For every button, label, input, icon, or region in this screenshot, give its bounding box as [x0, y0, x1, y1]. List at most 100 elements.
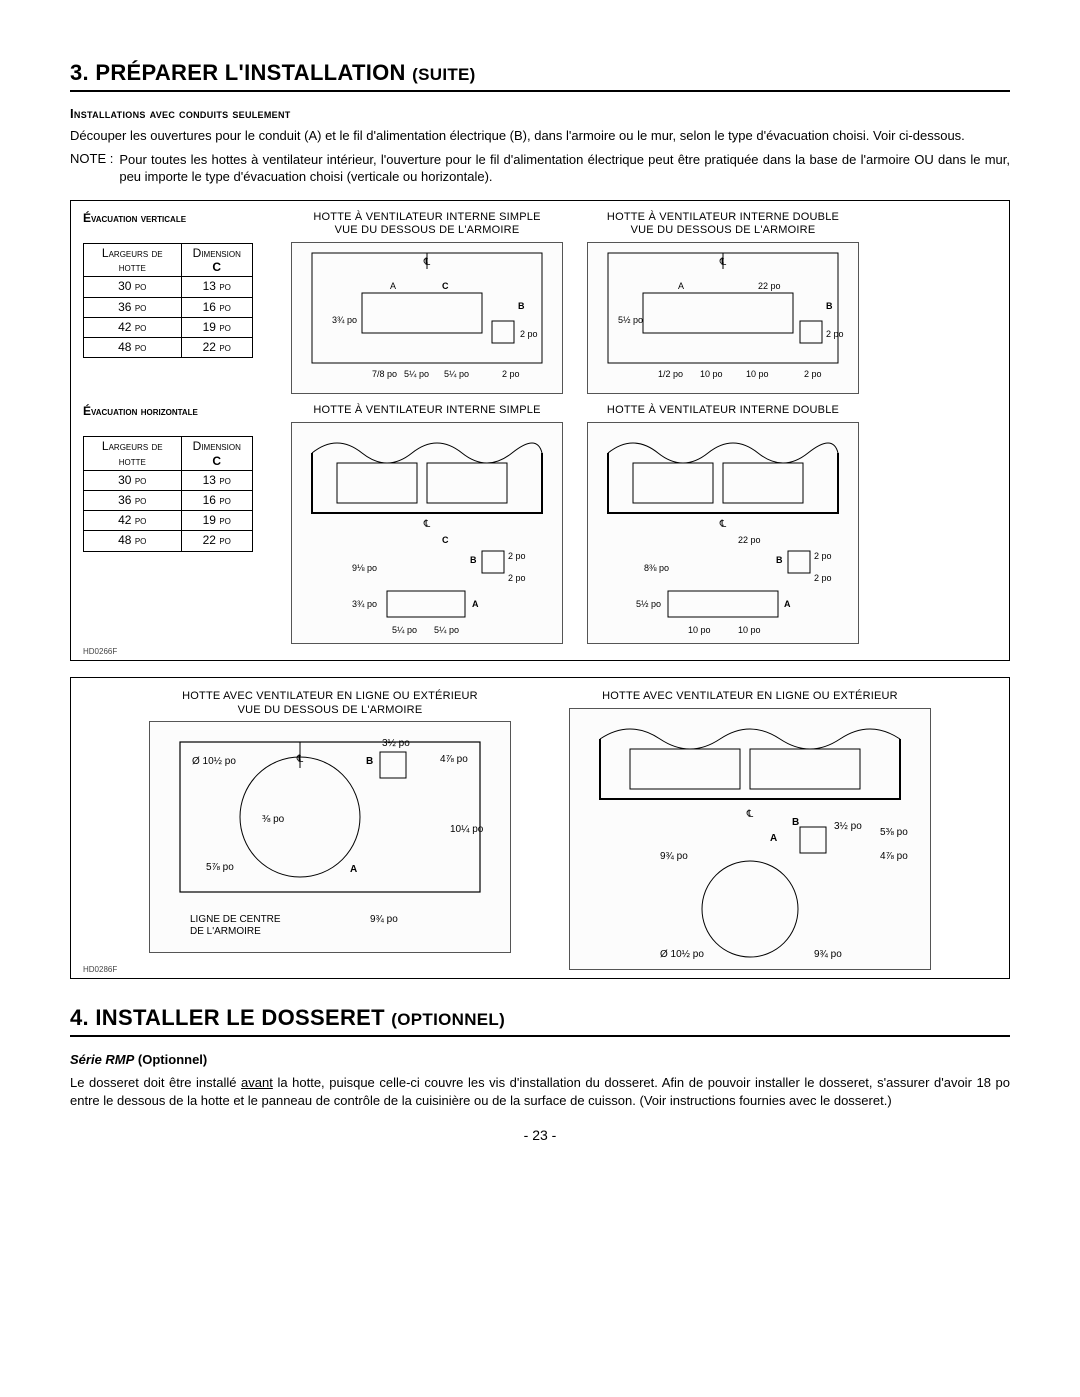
- diagram-single-top-svg: ℄ A C B 3¾ po 2 po 7/8 po 5¼ po 5¼ po 2 …: [291, 242, 563, 394]
- section3-suffix: (SUITE): [412, 65, 475, 84]
- svg-text:B: B: [366, 756, 373, 767]
- col-widths: Largeurs de hotte: [84, 243, 182, 277]
- svg-text:C: C: [442, 281, 449, 291]
- svg-text:⅜ po: ⅜ po: [262, 814, 285, 825]
- svg-text:2 po: 2 po: [502, 369, 520, 379]
- cell: 42 po: [84, 317, 182, 337]
- svg-text:5¼ po: 5¼ po: [444, 369, 469, 379]
- diagram-double-top: HOTTE À VENTILATEUR INTERNE DOUBLE VUE D…: [583, 211, 863, 395]
- horizontal-table-block: Évacuation horizontale Largeurs de hotte…: [83, 404, 273, 552]
- diagram-double-side-svg: ℄ 22 po B 2 po 8⅜ po 2 po 5½ po A 10 po …: [587, 422, 859, 644]
- svg-text:5¼ po: 5¼ po: [434, 625, 459, 635]
- svg-text:5¼ po: 5¼ po: [392, 625, 417, 635]
- vertical-table: Largeurs de hotte Dimension C 30 po13 po…: [83, 243, 253, 359]
- cell: 30 po: [84, 470, 182, 490]
- cell: 48 po: [84, 531, 182, 551]
- svg-text:3¾ po: 3¾ po: [352, 599, 377, 609]
- svg-text:9¾ po: 9¾ po: [814, 949, 842, 960]
- svg-text:5¼ po: 5¼ po: [404, 369, 429, 379]
- cell: 16 po: [181, 491, 252, 511]
- svg-text:2 po: 2 po: [804, 369, 822, 379]
- vertical-table-block: Évacuation verticale Largeurs de hotte D…: [83, 211, 273, 359]
- vertical-row: Évacuation verticale Largeurs de hotte D…: [83, 211, 997, 395]
- fig-code-1: HD0266F: [83, 647, 117, 656]
- cell: 13 po: [181, 470, 252, 490]
- svg-text:A: A: [770, 833, 777, 844]
- svg-text:9¾ po: 9¾ po: [370, 914, 398, 925]
- svg-text:8⅜ po: 8⅜ po: [644, 563, 669, 573]
- series-optional: (Optionnel): [134, 1052, 207, 1067]
- svg-text:Ø 10½ po: Ø 10½ po: [660, 949, 704, 960]
- diagram-inline-right-svg: ℄ A B 3½ po 5⅜ po 9¾ po 4⅞ po Ø 10½ po 9…: [569, 708, 931, 970]
- section4-body: Le dosseret doit être installé avant la …: [70, 1074, 1010, 1109]
- svg-text:22 po: 22 po: [738, 535, 761, 545]
- cell: 30 po: [84, 277, 182, 297]
- cell: 42 po: [84, 511, 182, 531]
- diagram-inline-left-title: HOTTE AVEC VENTILATEUR EN LIGNE OU EXTÉR…: [182, 690, 478, 718]
- cell: 22 po: [181, 531, 252, 551]
- svg-text:5⅜ po: 5⅜ po: [880, 827, 908, 838]
- horizontal-row: Évacuation horizontale Largeurs de hotte…: [83, 404, 997, 644]
- section3-subheading: Installations avec conduits seulement: [70, 106, 1010, 121]
- col-dimension: Dimension C: [181, 243, 252, 277]
- diagram-single-top-title: HOTTE À VENTILATEUR INTERNE SIMPLE VUE D…: [313, 211, 540, 239]
- note-body: Pour toutes les hottes à ventilateur int…: [119, 151, 1010, 186]
- svg-text:2 po: 2 po: [826, 329, 844, 339]
- svg-text:B: B: [826, 301, 833, 311]
- svg-text:3½ po: 3½ po: [382, 738, 410, 749]
- figure-group-hd0286f: HOTTE AVEC VENTILATEUR EN LIGNE OU EXTÉR…: [70, 677, 1010, 979]
- col-widths: Largeurs de hotte: [84, 437, 182, 471]
- top-diagrams-row: HOTTE À VENTILATEUR INTERNE SIMPLE VUE D…: [287, 211, 863, 395]
- svg-text:10 po: 10 po: [746, 369, 769, 379]
- diagram-double-top-title: HOTTE À VENTILATEUR INTERNE DOUBLE VUE D…: [607, 211, 839, 239]
- svg-text:℄: ℄: [423, 257, 431, 268]
- svg-text:B: B: [776, 555, 783, 565]
- diagram-double-top-svg: ℄ A 22 po B 5½ po 2 po 1/2 po 10 po 10 p…: [587, 242, 859, 394]
- svg-text:9¾ po: 9¾ po: [660, 851, 688, 862]
- cell: 13 po: [181, 277, 252, 297]
- svg-text:4⅞ po: 4⅞ po: [880, 851, 908, 862]
- horizontal-table: Largeurs de hotte Dimension C 30 po13 po…: [83, 436, 253, 552]
- section3-number: 3.: [70, 60, 89, 85]
- svg-text:2 po: 2 po: [814, 573, 832, 583]
- series-line: Série RMP (Optionnel): [70, 1051, 1010, 1069]
- vertical-heading: Évacuation verticale: [83, 211, 273, 225]
- fig-code-2: HD0286F: [83, 965, 117, 974]
- section4-suffix: (OPTIONNEL): [391, 1010, 505, 1029]
- svg-text:1/2 po: 1/2 po: [658, 369, 683, 379]
- svg-text:℄: ℄: [746, 809, 754, 820]
- section3-heading: 3. PRÉPARER L'INSTALLATION (SUITE): [70, 60, 1010, 86]
- svg-text:℄: ℄: [719, 519, 727, 530]
- diagram-double-side-title: HOTTE À VENTILATEUR INTERNE DOUBLE: [607, 404, 839, 418]
- svg-text:A: A: [472, 599, 479, 609]
- svg-text:A: A: [390, 281, 396, 291]
- diagram-inline-right: HOTTE AVEC VENTILATEUR EN LIGNE OU EXTÉR…: [560, 690, 940, 970]
- section4-number: 4.: [70, 1005, 89, 1030]
- svg-text:10 po: 10 po: [700, 369, 723, 379]
- diagram-single-side-svg: ℄ C B 2 po 9⅛ po 2 po 3¾ po A 5¼ po 5¼ p…: [291, 422, 563, 644]
- svg-text:10 po: 10 po: [738, 625, 761, 635]
- figure-group-hd0266f: Évacuation verticale Largeurs de hotte D…: [70, 200, 1010, 661]
- svg-text:℄: ℄: [719, 257, 727, 268]
- svg-text:5⅞ po: 5⅞ po: [206, 862, 234, 873]
- horizontal-heading: Évacuation horizontale: [83, 404, 273, 418]
- cell: 19 po: [181, 511, 252, 531]
- svg-text:2 po: 2 po: [508, 551, 526, 561]
- diagram-single-side-title: HOTTE À VENTILATEUR INTERNE SIMPLE: [313, 404, 540, 418]
- section3-intro: Découper les ouvertures pour le conduit …: [70, 127, 1010, 145]
- cell: 16 po: [181, 297, 252, 317]
- section4-title: INSTALLER LE DOSSERET: [95, 1005, 384, 1030]
- underlined-avant: avant: [241, 1075, 273, 1090]
- page-number: - 23 -: [70, 1127, 1010, 1143]
- svg-text:10¼ po: 10¼ po: [450, 823, 484, 835]
- svg-text:5½ po: 5½ po: [636, 599, 661, 609]
- diagram-inline-left: HOTTE AVEC VENTILATEUR EN LIGNE OU EXTÉR…: [140, 690, 520, 970]
- bottom-diagrams-row: HOTTE AVEC VENTILATEUR EN LIGNE OU EXTÉR…: [85, 690, 995, 970]
- cell: 48 po: [84, 337, 182, 357]
- svg-text:2 po: 2 po: [814, 551, 832, 561]
- diagram-double-side: HOTTE À VENTILATEUR INTERNE DOUBLE ℄ 22 …: [583, 404, 863, 644]
- svg-text:22 po: 22 po: [758, 281, 781, 291]
- cell: 22 po: [181, 337, 252, 357]
- svg-text:4⅞ po: 4⅞ po: [440, 754, 468, 765]
- svg-text:5½ po: 5½ po: [618, 315, 643, 325]
